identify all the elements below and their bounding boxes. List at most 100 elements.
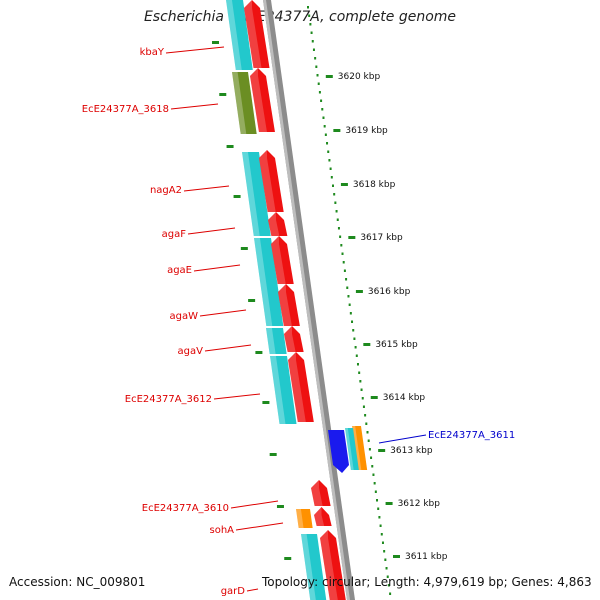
- ruler-dot: [361, 397, 364, 400]
- gene-label-ec3618: EcE24377A_3618: [82, 104, 169, 115]
- ruler-dot: [322, 116, 325, 119]
- leader-ec3611: [378, 434, 427, 444]
- inner-tick: [226, 145, 234, 148]
- ruler-dot-track: [307, 6, 392, 595]
- inner-tick: [284, 557, 292, 560]
- gene-label-sohA: sohA: [209, 525, 234, 536]
- cyan-block-garD: [301, 534, 327, 600]
- gene-label-ec3611: EcE24377A_3611: [428, 430, 515, 441]
- ruler-tick: [393, 555, 400, 558]
- ruler-dot: [308, 14, 311, 17]
- gene-label-ec3612: EcE24377A_3612: [125, 394, 212, 405]
- cyan-block-kbaY: [226, 0, 253, 70]
- ruler-tick: [340, 183, 348, 186]
- ruler-dot: [309, 23, 312, 26]
- ruler-label: 3611 kbp: [405, 552, 448, 562]
- ruler-dot: [329, 167, 332, 170]
- ruler-dot: [353, 337, 356, 340]
- leader-ec3610: [230, 500, 279, 509]
- leader-agaF: [187, 227, 236, 235]
- ruler-dot: [327, 150, 330, 153]
- leader-ec3612: [213, 393, 261, 400]
- inner-tick: [233, 195, 241, 198]
- ruler-dot: [347, 295, 350, 298]
- ruler-dot: [315, 65, 318, 68]
- ruler-dot: [318, 91, 321, 94]
- ruler-dot: [362, 405, 365, 408]
- ruler-ticks: [325, 75, 400, 558]
- gene-label-leaders: [165, 46, 427, 592]
- gene-labels: kbaY EcE24377A_3618 nagA2 agaF agaE agaW agaV E…: [82, 47, 516, 597]
- red-arrow-garD-shade: [320, 530, 338, 600]
- ruler-label: 3615 kbp: [375, 340, 418, 350]
- leader-agaW: [199, 309, 247, 317]
- ruler-dot: [340, 244, 343, 247]
- cyan-block-kbaY-shade: [226, 0, 242, 70]
- ruler-label: 3612 kbp: [398, 499, 441, 509]
- ruler-dot: [373, 482, 376, 485]
- olive-block-3618: [232, 72, 257, 134]
- ruler-label: 3618 kbp: [353, 180, 396, 190]
- ruler-dot: [341, 252, 344, 255]
- ruler-tick: [378, 449, 386, 452]
- gene-label-ec3610: EcE24377A_3610: [142, 503, 229, 514]
- inner-tick: [276, 505, 284, 508]
- ruler-label: 3617 kbp: [360, 233, 403, 243]
- ruler-dot: [371, 465, 374, 468]
- leader-agaV: [204, 344, 252, 352]
- red-arrow-agaE: [271, 236, 294, 284]
- red-arrow-agaE-shade: [271, 236, 286, 284]
- gene-label-agaE: agaE: [167, 265, 192, 276]
- red-arrow-3610-bottom-shade: [314, 507, 325, 526]
- leader-kbaY: [165, 46, 225, 54]
- red-arrow-3610-top-shade: [311, 480, 323, 506]
- gene-label-agaF: agaF: [162, 229, 187, 240]
- ruler-tick: [355, 290, 363, 293]
- ruler-dot: [310, 31, 313, 34]
- ruler-dot: [384, 558, 387, 561]
- ruler-dot: [334, 201, 337, 204]
- ruler-dot: [356, 363, 359, 366]
- ruler-dot: [380, 533, 383, 536]
- leader-garD: [246, 588, 259, 592]
- cyan-block-3612: [270, 356, 297, 424]
- ruler-label: 3620 kbp: [338, 72, 381, 82]
- cyan-block-agaV-shade: [266, 328, 276, 354]
- ruler-dot: [387, 584, 390, 587]
- gene-label-agaW: agaW: [170, 311, 199, 322]
- orange-block-3611: [352, 426, 368, 470]
- ruler-dot: [321, 108, 324, 111]
- ruler-dot: [346, 286, 349, 289]
- ruler-dot: [312, 48, 315, 51]
- ruler-dot: [374, 490, 377, 493]
- ruler-dot: [339, 235, 342, 238]
- ruler-dot: [352, 329, 355, 332]
- inner-tick: [240, 247, 248, 250]
- ruler-dot: [330, 176, 333, 179]
- leader-agaE: [193, 264, 241, 272]
- red-arrow-3618-shade: [250, 68, 267, 132]
- ruler-dot: [370, 456, 373, 459]
- ruler-dot: [359, 380, 362, 383]
- inner-tick: [212, 41, 219, 44]
- ruler-tick: [325, 75, 333, 78]
- ruler-dot: [381, 541, 384, 544]
- ruler-dot: [376, 499, 379, 502]
- red-arrow-3610-bottom: [314, 507, 332, 526]
- gene-label-kbaY: kbaY: [140, 47, 165, 58]
- red-arrow-kbaY-shade: [244, 0, 262, 68]
- cyan-block-3611-shade: [345, 428, 354, 470]
- ruler-dot: [366, 431, 369, 434]
- red-arrow-agaF-shade: [268, 212, 280, 236]
- ruler-dot: [389, 592, 392, 595]
- ruler-dot: [383, 550, 386, 553]
- cyan-block-agaE-agaW-shade: [254, 238, 273, 326]
- ruler-dot: [335, 210, 338, 213]
- inner-tick: [248, 299, 256, 302]
- inner-tick: [262, 401, 270, 404]
- accession-text: Accession: NC_009801: [9, 575, 146, 589]
- leader-sohA: [235, 522, 284, 531]
- ruler-dot: [349, 312, 352, 315]
- olive-block-3618-shade: [232, 72, 247, 134]
